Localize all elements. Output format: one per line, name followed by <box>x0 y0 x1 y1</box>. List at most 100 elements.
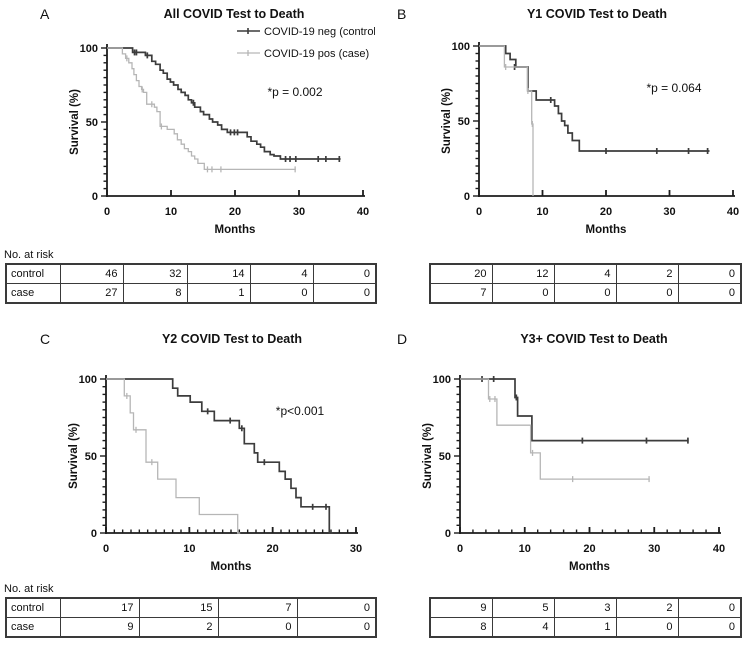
risk-count-cell: 8 <box>429 617 493 638</box>
y-tick-label: 50 <box>458 116 470 128</box>
y-tick-label: 100 <box>79 374 97 386</box>
risk-row-label: case <box>5 283 61 304</box>
x-axis-title: Months <box>569 561 610 573</box>
p-value-label: *p<0.001 <box>276 404 325 418</box>
risk-count-cell: 2 <box>138 617 219 638</box>
x-tick-label: 20 <box>600 206 612 218</box>
control-censor-marks <box>513 64 709 154</box>
risk-count-cell: 12 <box>491 263 555 284</box>
y-tick-label: 100 <box>452 41 470 53</box>
risk-count-cell: 0 <box>296 597 377 618</box>
x-tick-label: 0 <box>104 206 110 218</box>
risk-table-a: control 46 32 14 4 0 case 27 8 1 0 0 <box>5 263 377 304</box>
control-curve <box>479 45 710 152</box>
x-tick-label: 30 <box>663 206 675 218</box>
survival-chart-b: B Y1 COVID Test to Death 0 50 100 0 10 20 30 40 Mo… <box>397 6 739 236</box>
risk-count-cell: 0 <box>677 617 742 638</box>
risk-count-cell: 8 <box>122 283 188 304</box>
risk-count-cell: 3 <box>553 597 617 618</box>
y-ticks <box>454 378 460 534</box>
y-axis-title: Survival (%) <box>69 89 81 155</box>
x-axis-title: Months <box>586 224 627 236</box>
x-tick-label: 10 <box>165 206 177 218</box>
case-curve <box>107 47 296 171</box>
y-axis-title: Survival (%) <box>441 88 453 154</box>
y-axis-title: Survival (%) <box>422 423 434 489</box>
risk-count-cell: 1 <box>553 617 617 638</box>
panel-letter: D <box>397 331 407 347</box>
risk-count-cell: 27 <box>59 283 124 304</box>
risk-row: control 46 32 14 4 0 <box>5 263 377 284</box>
x-tick-label: 40 <box>727 206 739 218</box>
risk-count-cell: 32 <box>122 263 188 284</box>
risk-count-cell: 15 <box>138 597 219 618</box>
risk-count-cell: 9 <box>59 617 140 638</box>
risk-table-c: control 17 15 7 0 case 9 2 0 0 <box>5 597 377 638</box>
chart-title: All COVID Test to Death <box>164 7 305 21</box>
case-curve <box>460 378 650 480</box>
panel-a: A All COVID Test to Death 0 50 100 0 10 20 30 40 M… <box>0 0 380 255</box>
risk-count-cell: 0 <box>249 283 314 304</box>
risk-count-cell: 0 <box>615 283 679 304</box>
risk-count-cell: 20 <box>429 263 493 284</box>
risk-count-cell: 17 <box>59 597 140 618</box>
y-tick-label: 50 <box>85 451 97 463</box>
case-curve <box>106 378 241 534</box>
x-tick-label: 0 <box>457 543 463 555</box>
case-censor-marks <box>489 396 650 483</box>
chart-title: Y3+ COVID Test to Death <box>520 332 667 346</box>
panel-b: B Y1 COVID Test to Death 0 50 100 0 10 20 30 40 Mo… <box>368 0 743 255</box>
risk-count-cell: 9 <box>429 597 493 618</box>
chart-title: Y2 COVID Test to Death <box>162 332 302 346</box>
control-curve <box>106 378 333 534</box>
case-censor-marks <box>126 55 296 173</box>
risk-count-cell: 2 <box>615 597 679 618</box>
y-tick-label: 0 <box>445 528 451 540</box>
axes <box>459 375 721 534</box>
risk-count-cell: 0 <box>677 263 742 284</box>
risk-count-cell: 46 <box>59 263 124 284</box>
no-at-risk-label-bottom: No. at risk <box>4 583 54 595</box>
x-ticks <box>478 190 734 196</box>
y-ticks <box>473 45 479 197</box>
legend-key-case <box>237 50 260 56</box>
x-axis-title: Months <box>215 224 256 236</box>
axes <box>105 375 358 534</box>
x-tick-label: 10 <box>183 543 195 555</box>
risk-count-cell: 4 <box>553 263 617 284</box>
risk-count-cell: 0 <box>677 283 742 304</box>
x-tick-label: 10 <box>519 543 531 555</box>
risk-count-cell: 4 <box>249 263 314 284</box>
risk-count-cell: 7 <box>429 283 493 304</box>
risk-count-cell: 0 <box>312 283 377 304</box>
y-ticks <box>101 47 107 197</box>
y-tick-label: 100 <box>433 374 451 386</box>
panel-letter: A <box>40 6 50 22</box>
y-tick-label: 0 <box>464 191 470 203</box>
risk-count-cell: 1 <box>186 283 251 304</box>
panel-c: C Y2 COVID Test to Death 0 50 100 0 10 20 30 Mont… <box>0 325 375 580</box>
y-tick-label: 0 <box>91 528 97 540</box>
risk-count-cell: 4 <box>491 617 555 638</box>
y-tick-label: 50 <box>439 451 451 463</box>
survival-chart-d: D Y3+ COVID Test to Death 0 50 100 0 10 20 30 40 M… <box>397 331 725 573</box>
control-curve <box>460 378 689 442</box>
panel-letter: C <box>40 331 50 347</box>
x-tick-label: 20 <box>229 206 241 218</box>
risk-row-label: control <box>5 263 61 284</box>
control-censor-marks <box>481 376 689 444</box>
x-tick-label: 0 <box>103 543 109 555</box>
x-ticks <box>106 190 364 196</box>
x-ticks <box>105 527 357 533</box>
legend-label-control: COVID-19 neg (control) <box>264 26 375 38</box>
survival-chart-c: C Y2 COVID Test to Death 0 50 100 0 10 20 30 Mont… <box>40 331 362 573</box>
panel-d: D Y3+ COVID Test to Death 0 50 100 0 10 20 30 40 M… <box>368 325 743 580</box>
x-tick-label: 20 <box>267 543 279 555</box>
risk-count-cell: 0 <box>312 263 377 284</box>
x-tick-label: 30 <box>293 206 305 218</box>
risk-count-cell: 0 <box>615 617 679 638</box>
risk-row-label: control <box>5 597 61 618</box>
risk-count-cell: 0 <box>217 617 298 638</box>
risk-count-cell: 7 <box>217 597 298 618</box>
p-value-label: *p = 0.064 <box>646 81 701 95</box>
